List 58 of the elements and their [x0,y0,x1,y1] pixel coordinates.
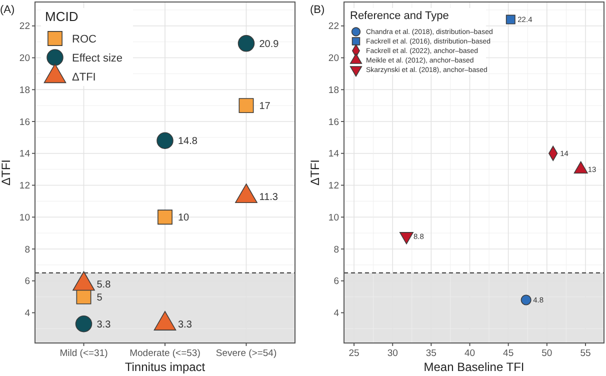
y-tick-label: 18 [19,84,30,96]
y-axis-title: ΔTFI [308,159,322,186]
y-tick-label: 20 [328,53,339,64]
legend-label: ΔTFI [72,71,96,84]
data-label: 5.8 [96,280,112,291]
legend-title: MCID [45,9,78,24]
y-tick-label: 6 [334,276,339,288]
y-tick-label: 14 [19,148,30,160]
y-tick-label: 4 [24,308,30,320]
y-tick-label: 22 [19,21,30,32]
x-tick-label: 40 [464,348,476,359]
data-label: 11.3 [259,192,278,203]
y-tick-label: 10 [328,212,339,224]
y-tick-label: 14 [328,148,339,160]
y-tick-label: 12 [328,180,339,192]
y-tick-label: 20 [19,53,30,64]
y-tick-label: 22 [328,21,339,32]
x-axis-title: Tinnitus impact [124,360,206,374]
legend-title: Reference and Type [350,10,449,22]
y-tick-label: 6 [24,276,30,288]
point [238,98,254,114]
text: (A) [0,4,15,16]
y-tick-label: 8 [334,244,339,256]
y-axis-title: ΔTFI [0,159,13,186]
x-tick-label: Mild (<=31) [60,348,108,359]
x-tick-label: Severe (>=54) [216,348,277,359]
point [76,289,92,304]
y-tick-label: 12 [19,180,30,192]
y-tick-label: 16 [328,116,339,128]
x-tick-label: 45 [503,348,514,359]
data-label: 3.3 [96,319,112,330]
y-tick-label: 18 [328,84,339,96]
x-tick-label: 25 [348,348,360,359]
y-tick-label: 16 [19,116,30,128]
text: (B) [310,4,325,16]
x-tick-label: 35 [426,348,436,359]
x-tick-label: 30 [387,348,398,359]
x-tick-label: 50 [542,348,552,359]
point [506,14,516,24]
x-axis-title: Mean Baseline TFI [424,360,524,374]
y-tick-label: 4 [334,308,339,320]
legend-label: Effect size [72,52,123,64]
data-label: 14.8 [178,136,198,148]
data-label: 5 [96,292,103,304]
point [520,294,532,306]
data-label: 10 [178,212,190,224]
data-label: 17 [259,101,271,112]
point [156,132,174,149]
legend-label: ROC [72,33,96,46]
point [158,210,172,225]
data-label: 20.9 [259,38,280,50]
y-tick-label: 8 [24,244,30,256]
x-tick-label: Moderate (<=53) [130,348,200,359]
data-label: 3.3 [178,319,192,330]
x-tick-label: 55 [580,348,591,359]
y-tick-label: 10 [19,212,30,224]
point [75,316,92,332]
point [238,35,255,52]
